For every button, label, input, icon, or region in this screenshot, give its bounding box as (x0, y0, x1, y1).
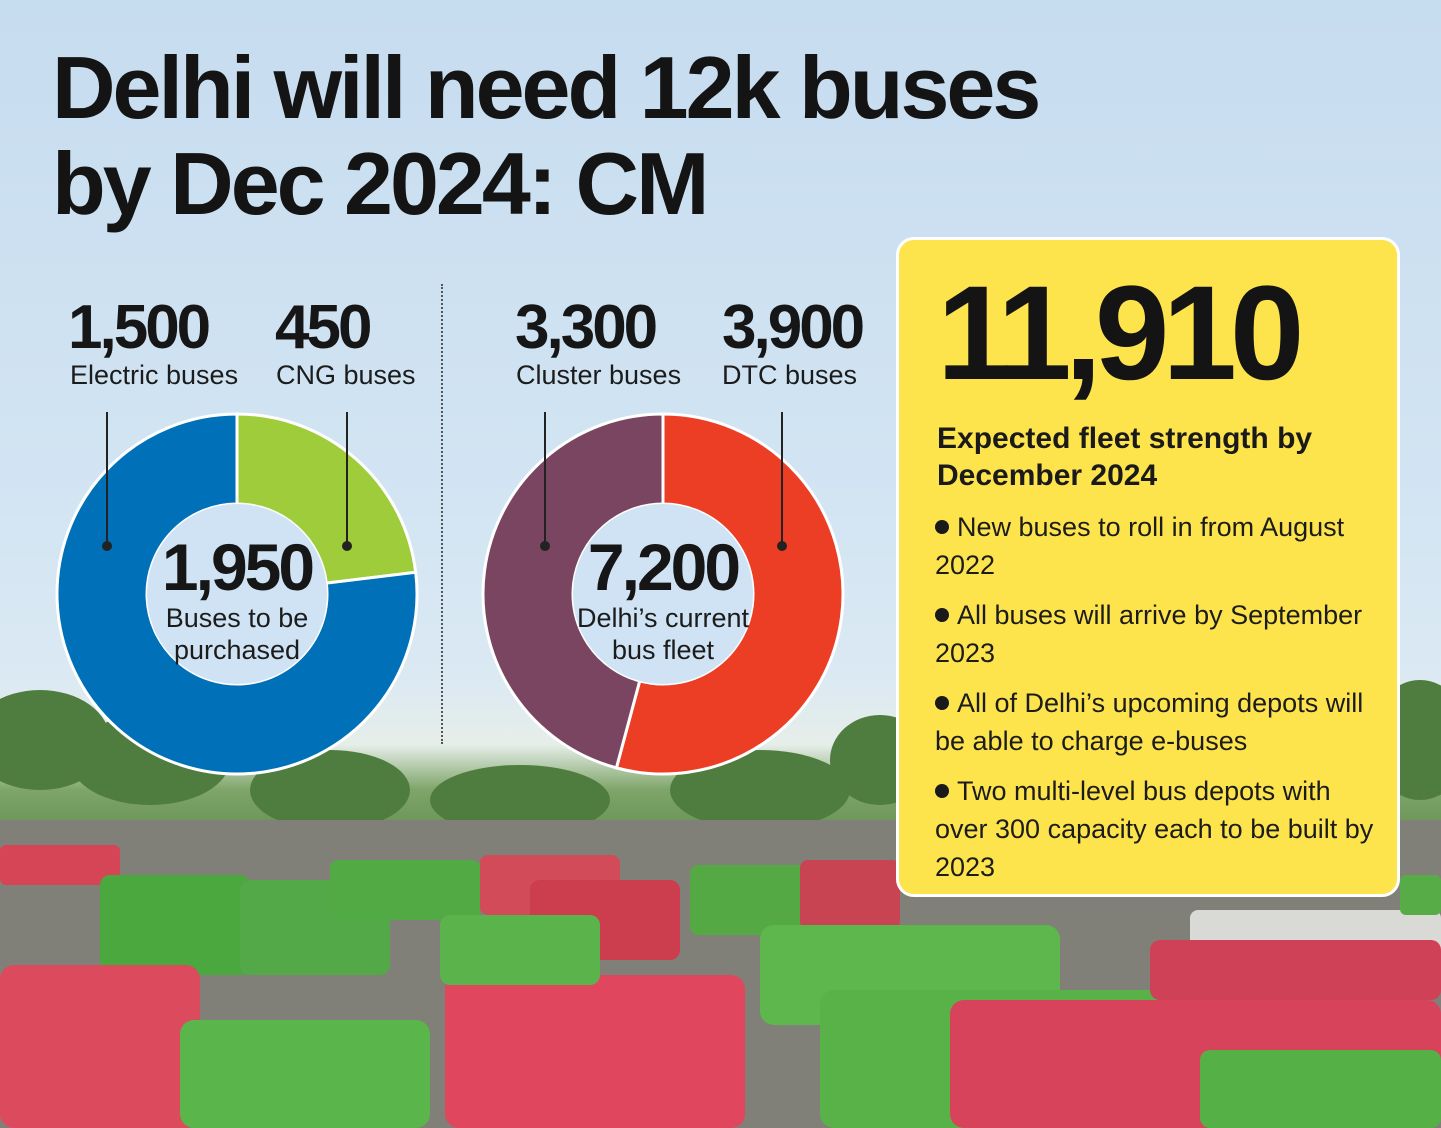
donut-center (573, 504, 753, 684)
headline: Delhi will need 12k buses by Dec 2024: C… (52, 38, 1041, 233)
leader-dot (777, 541, 787, 551)
bullet-icon (935, 784, 949, 798)
cng-buses-label: CNG buses (276, 360, 416, 390)
leader-dot (342, 541, 352, 551)
donut-center (147, 504, 327, 684)
fleet-strength-value: 11,910 (937, 259, 1304, 408)
electric-buses-value: 1,500 (68, 293, 211, 362)
leader-dot (540, 541, 550, 551)
fleet-strength-panel: 11,910 Expected fleet strength by Decemb… (896, 237, 1400, 897)
dtc-buses-label: DTC buses (722, 360, 858, 390)
cluster-buses-label: Cluster buses (516, 360, 682, 390)
bullet-item: New buses to roll in from August 2022 (935, 508, 1385, 584)
bullet-text: All of Delhi’s upcoming depots will be a… (935, 688, 1364, 756)
fleet-strength-subtitle: Expected fleet strength by December 2024 (937, 422, 1313, 492)
purchase-total-value: 1,950 (161, 530, 315, 604)
leader-dot (102, 541, 112, 551)
bullet-item: Two multi-level bus depots with over 300… (935, 772, 1385, 886)
dtc-buses-value: 3,900 (722, 293, 865, 362)
bullet-icon (935, 520, 949, 534)
divider (441, 284, 443, 744)
bullet-text: New buses to roll in from August 2022 (935, 512, 1345, 580)
electric-buses-label: Electric buses (70, 360, 239, 390)
bullet-text: All buses will arrive by September 2023 (935, 600, 1363, 668)
cluster-buses-value: 3,300 (515, 293, 658, 362)
bullet-icon (935, 696, 949, 710)
bullet-text: Two multi-level bus depots with over 300… (935, 776, 1374, 882)
cng-buses-value: 450 (275, 293, 372, 362)
bullet-item: All buses will arrive by September 2023 (935, 596, 1385, 672)
fleet-total-value: 7,200 (587, 530, 741, 604)
fleet-total-label: Delhi’s current bus fleet (576, 603, 750, 665)
bullet-icon (935, 608, 949, 622)
bullet-item: All of Delhi’s upcoming depots will be a… (935, 684, 1385, 760)
purchase-total-label: Buses to be purchased (165, 603, 309, 665)
